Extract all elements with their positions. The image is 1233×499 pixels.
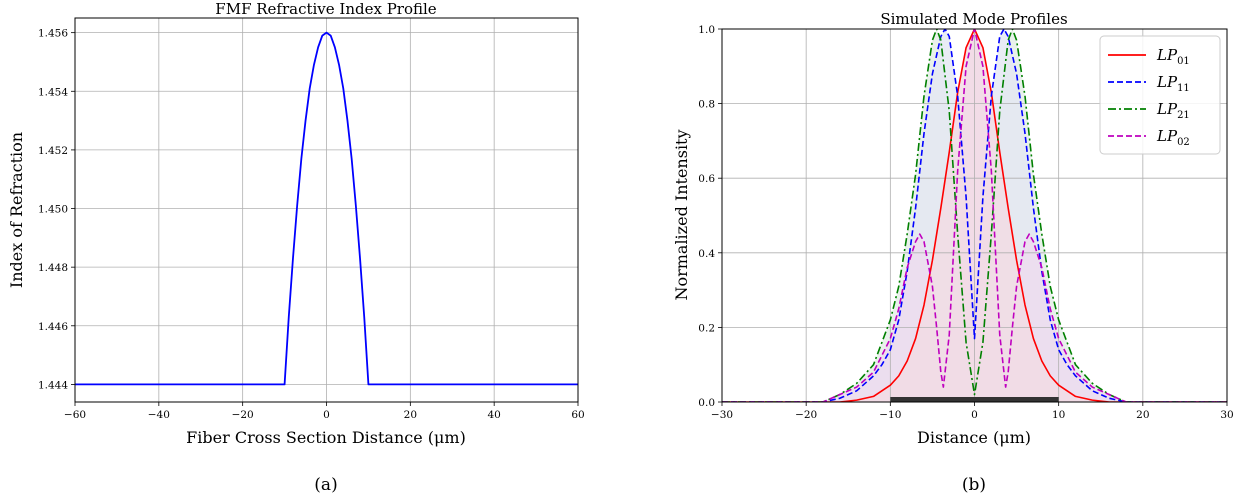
chart-b-ytick-label: 0.4 (698, 248, 715, 260)
core-region-bar (890, 397, 1059, 402)
legend-label-lp01: LP01 (1156, 46, 1190, 67)
chart-a-xtick-label: 0 (323, 409, 330, 421)
chart-a-ytick-label: 1.450 (38, 204, 68, 216)
legend-label-lp21: LP21 (1156, 100, 1190, 121)
chart-a-xtick-label: −60 (64, 409, 86, 421)
chart-b-ytick-label: 0.0 (698, 397, 715, 409)
chart-b-xtick-label: 30 (1220, 409, 1233, 421)
legend-label-lp11: LP11 (1156, 73, 1190, 94)
chart-a-xtick-label: 20 (404, 409, 417, 421)
chart-a-ytick-label: 1.452 (38, 145, 68, 157)
chart-b-series-line-lp21 (722, 29, 1227, 402)
legend-label-lp02: LP02 (1156, 127, 1190, 148)
chart-b-series-line-lp11 (722, 29, 1227, 402)
chart-a-ticks: −60 −40 −20 0 20 40 60 1.444 1.446 1.448 1.450 1.45… (38, 28, 585, 421)
chart-a-caption: (a) (314, 475, 337, 495)
chart-b-ytick-label: 0.6 (698, 173, 715, 185)
chart-a-grid (74, 18, 579, 402)
chart-b-xtick-label: −20 (795, 409, 817, 421)
legend-label-base: LP (1156, 46, 1178, 64)
chart-b-xtick-label: −30 (711, 409, 733, 421)
chart-b: −30 −20 −10 0 10 20 300.00.20.40.60.81.0 Simul… (672, 10, 1233, 495)
chart-a-xlabel: Fiber Cross Section Distance (μm) (186, 428, 466, 447)
chart-a-xtick-label: 40 (487, 409, 500, 421)
chart-b-ytick-label: 0.2 (698, 322, 715, 334)
legend-label-base: LP (1156, 100, 1178, 118)
legend-label-base: LP (1156, 127, 1178, 145)
chart-a-ytick-label: 1.448 (38, 262, 68, 274)
chart-a-xtick-label: 60 (571, 409, 584, 421)
chart-a-ytick-label: 1.454 (38, 86, 68, 98)
chart-b-xtick-label: 20 (1136, 409, 1149, 421)
chart-b-series (722, 29, 1227, 402)
legend-label-subscript: 02 (1177, 137, 1190, 148)
chart-a-ytick-label: 1.444 (38, 379, 68, 391)
legend-box (1099, 35, 1221, 155)
chart-a-xtick-label: −40 (148, 409, 170, 421)
chart-a-ytick-label: 1.456 (38, 28, 68, 40)
chart-a-ylabel: Index of Refraction (7, 132, 26, 288)
chart-a-series (75, 31, 578, 386)
legend-label-subscript: 21 (1177, 110, 1190, 121)
chart-b-ticks: −30 −20 −10 0 10 20 300.00.20.40.60.81.0 (698, 24, 1233, 421)
chart-a-title: FMF Refractive Index Profile (215, 0, 437, 18)
chart-b-xtick-label: 10 (1052, 409, 1065, 421)
chart-b-xtick-label: −10 (879, 409, 901, 421)
chart-b-series-line-lp01 (722, 29, 1227, 402)
chart-b-ytick-label: 0.8 (698, 99, 715, 111)
legend-label-subscript: 11 (1177, 83, 1190, 94)
legend-label-base: LP (1156, 73, 1178, 91)
chart-b-title: Simulated Mode Profiles (880, 10, 1067, 28)
chart-a-xtick-label: −20 (232, 409, 254, 421)
chart-a-series-line (75, 31, 578, 386)
chart-a: −60 −40 −20 0 20 40 60 1.444 1.446 1.448 1.450 1.45… (7, 0, 585, 495)
chart-b-ylabel: Normalized Intensity (672, 129, 691, 300)
chart-b-ytick-label: 1.0 (698, 24, 715, 36)
chart-a-ytick-label: 1.446 (38, 321, 68, 333)
chart-b-core-bar (890, 397, 1059, 402)
chart-b-caption: (b) (962, 475, 986, 495)
chart-b-series-line-lp02 (722, 29, 1227, 402)
chart-b-xlabel: Distance (μm) (917, 428, 1031, 447)
legend-label-subscript: 01 (1177, 56, 1190, 67)
chart-b-xtick-label: 0 (971, 409, 978, 421)
